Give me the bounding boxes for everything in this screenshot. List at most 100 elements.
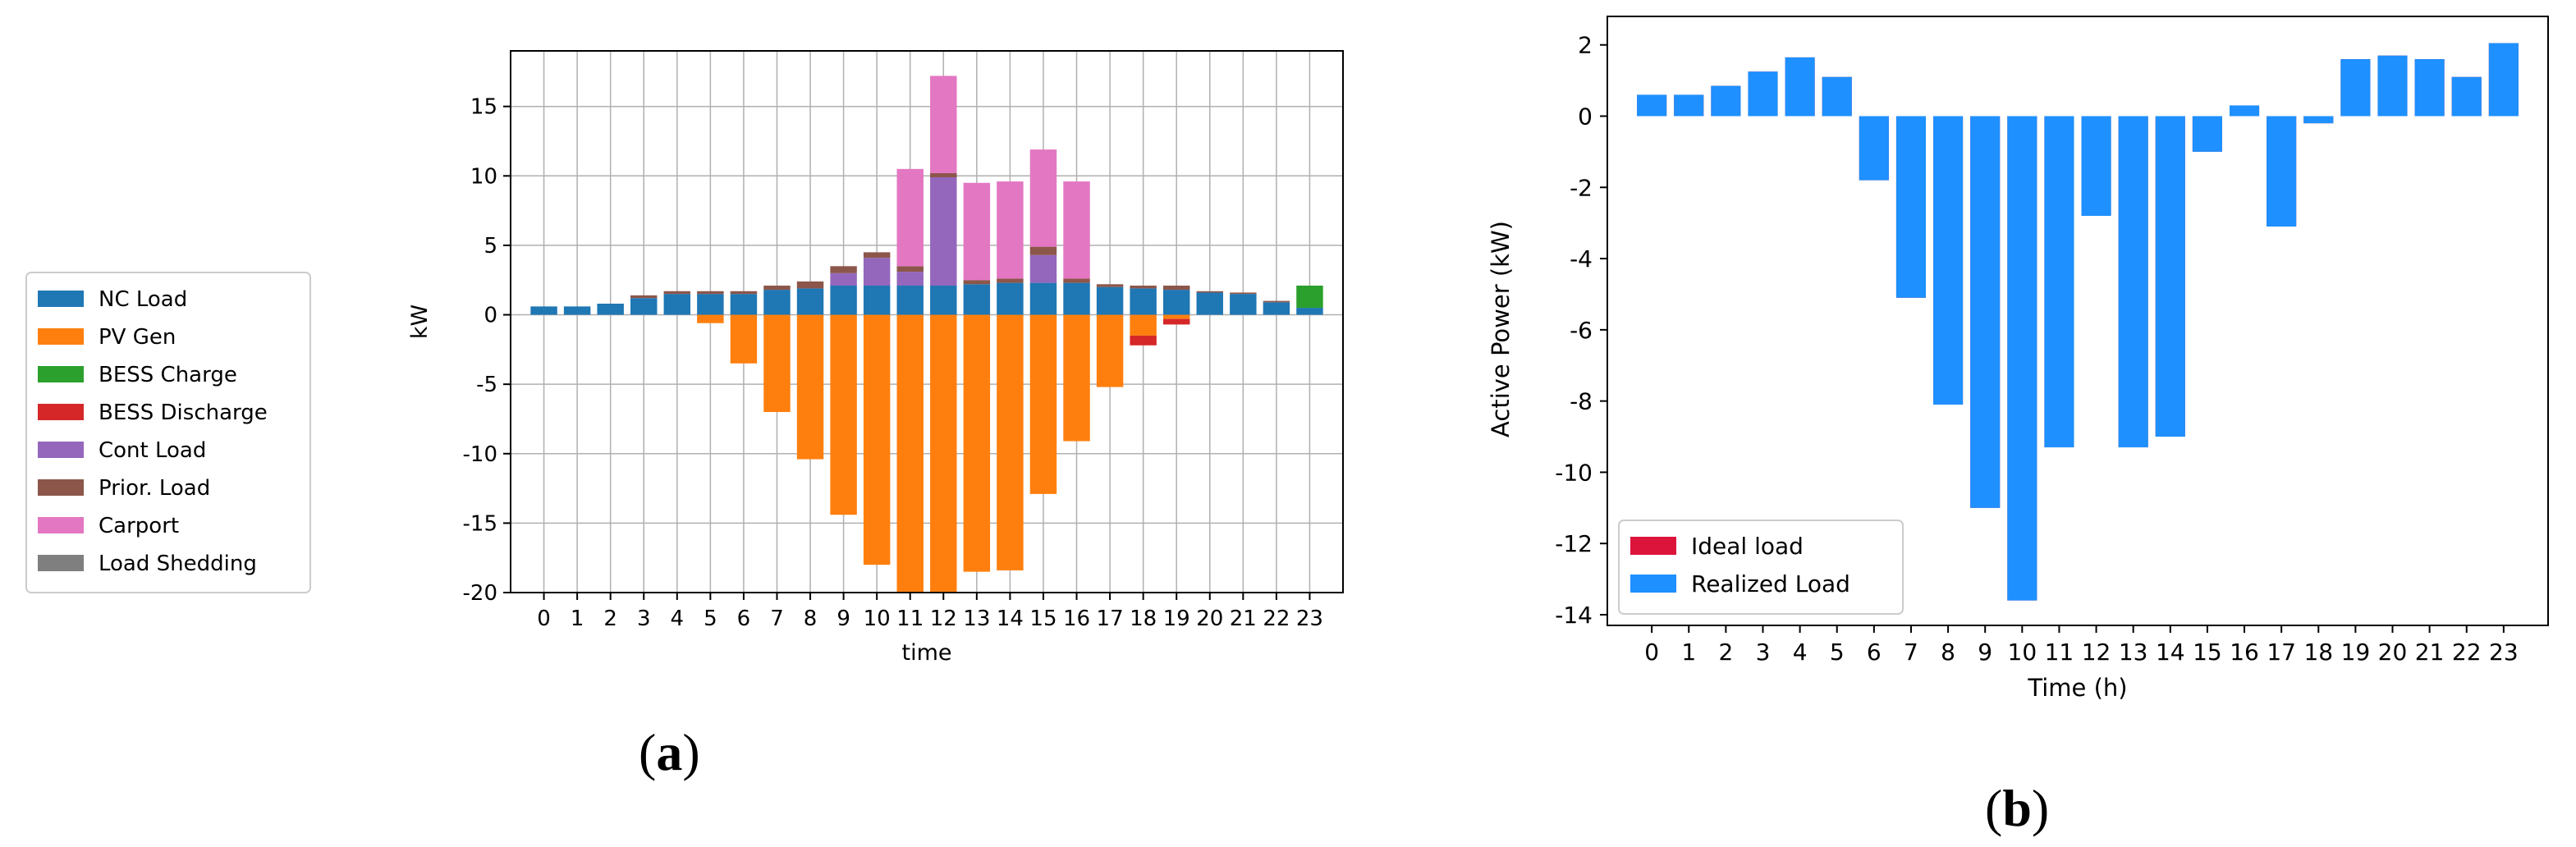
- y-tick-label: -10: [463, 442, 497, 467]
- bar-nc-load-14: [997, 282, 1024, 315]
- bar-bess-discharge-18: [1130, 335, 1157, 346]
- bar-pv-gen-13: [963, 314, 991, 572]
- bar-prior-load-5: [697, 291, 724, 295]
- bar-pv-gen-16: [1063, 314, 1090, 442]
- bar-prior-load-10: [863, 252, 891, 259]
- bar-realized-load-14: [2155, 116, 2185, 437]
- y-tick-label: -15: [463, 511, 497, 536]
- caption-a: (a): [639, 723, 700, 781]
- bar-prior-load-9: [830, 266, 857, 273]
- bar-nc-load-1: [563, 306, 591, 315]
- bar-nc-load-11: [896, 286, 924, 315]
- bar-realized-load-3: [1748, 71, 1778, 117]
- bar-nc-load-7: [763, 290, 791, 315]
- y-tick-label: 15: [470, 95, 497, 120]
- x-tick-label: 4: [1793, 639, 1808, 666]
- y-tick-label: -20: [463, 581, 497, 606]
- legend-swatch-cont-load: [38, 442, 84, 458]
- x-tick-label: 6: [1867, 639, 1882, 666]
- legend-label: Prior. Load: [99, 476, 210, 501]
- bar-nc-load-15: [1029, 282, 1057, 315]
- y-tick-label: 0: [1578, 103, 1593, 130]
- bar-carport-12: [930, 76, 957, 173]
- bar-pv-gen-12: [930, 314, 957, 593]
- x-tick-label: 8: [804, 607, 818, 631]
- x-tick-label: 0: [537, 607, 551, 631]
- x-tick-label: 9: [1978, 639, 1992, 666]
- bar-realized-load-20: [2377, 55, 2408, 117]
- bar-prior-load-16: [1063, 278, 1090, 283]
- bar-cont-load-10: [863, 258, 891, 286]
- bar-cont-load-12: [930, 177, 957, 286]
- x-tick-label: 14: [2156, 639, 2185, 666]
- bar-carport-11: [896, 168, 924, 267]
- bar-prior-load-21: [1230, 292, 1257, 295]
- bar-pv-gen-9: [830, 314, 857, 515]
- bar-nc-load-20: [1196, 292, 1223, 315]
- bar-prior-load-15: [1029, 246, 1057, 255]
- y-tick-label: 0: [484, 304, 497, 328]
- x-tick-label: 16: [1063, 607, 1090, 631]
- bar-realized-load-6: [1859, 116, 1889, 181]
- legend-label: Realized Load: [1691, 570, 1850, 597]
- x-tick-label: 8: [1941, 639, 1955, 666]
- x-tick-label: 7: [770, 607, 784, 631]
- x-tick-label: 2: [1718, 639, 1733, 666]
- x-tick-label: 5: [704, 607, 717, 631]
- bar-prior-load-7: [763, 286, 791, 291]
- bar-pv-gen-11: [896, 314, 924, 593]
- bar-realized-load-8: [1933, 116, 1964, 405]
- y-axis-label: Active Power (kW): [1487, 221, 1515, 437]
- bar-pv-gen-15: [1029, 314, 1057, 494]
- bar-prior-load-20: [1196, 291, 1223, 293]
- y-tick-label: 5: [484, 234, 497, 259]
- x-tick-label: 21: [2415, 639, 2445, 666]
- bar-nc-load-3: [630, 298, 658, 315]
- legend-box: [25, 272, 311, 593]
- legend-label: NC Load: [99, 287, 187, 312]
- bar-nc-load-12: [930, 286, 957, 315]
- bar-realized-load-10: [2007, 116, 2037, 601]
- legend-swatch-ideal-load: [1630, 537, 1676, 555]
- caption-b: (b): [1985, 779, 2050, 837]
- legend-label: PV Gen: [99, 325, 176, 350]
- bar-bess-discharge-19: [1162, 318, 1190, 325]
- plot-frame: [1607, 16, 2549, 626]
- bar-nc-load-10: [863, 286, 891, 315]
- bar-prior-load-14: [997, 278, 1024, 283]
- bar-prior-load-13: [963, 280, 991, 285]
- x-tick-label: 17: [1097, 607, 1124, 631]
- x-tick-label: 12: [2082, 639, 2111, 666]
- x-tick-label: 19: [2341, 639, 2371, 666]
- bar-nc-load-9: [830, 286, 857, 315]
- bar-prior-load-11: [896, 266, 924, 272]
- bar-nc-load-5: [697, 294, 724, 315]
- bar-realized-load-15: [2192, 116, 2222, 152]
- legend-box: [1618, 520, 1904, 615]
- bar-nc-load-8: [796, 288, 824, 315]
- bar-realized-load-0: [1637, 94, 1667, 117]
- y-tick-label: -8: [1570, 388, 1593, 415]
- bar-prior-load-8: [796, 281, 824, 289]
- x-tick-label: 6: [737, 607, 751, 631]
- x-tick-label: 1: [1681, 639, 1696, 666]
- bar-carport-13: [963, 182, 991, 281]
- bar-realized-load-4: [1785, 57, 1815, 117]
- bar-nc-load-23: [1296, 308, 1323, 315]
- plot-frame: [510, 50, 1344, 593]
- bar-carport-16: [1063, 181, 1090, 279]
- bar-realized-load-19: [2340, 59, 2371, 117]
- bar-prior-load-18: [1130, 286, 1157, 289]
- x-tick-label: 9: [837, 607, 850, 631]
- bar-cont-load-11: [896, 272, 924, 286]
- x-tick-label: 4: [671, 607, 685, 631]
- legend-label: Carport: [99, 514, 179, 538]
- bar-realized-load-2: [1711, 85, 1741, 117]
- bar-realized-load-1: [1674, 94, 1704, 117]
- legend-swatch-pv-gen: [38, 328, 84, 345]
- bar-nc-load-2: [597, 304, 624, 315]
- bar-prior-load-6: [730, 291, 758, 295]
- bar-realized-load-11: [2044, 116, 2074, 448]
- x-tick-label: 21: [1230, 607, 1257, 631]
